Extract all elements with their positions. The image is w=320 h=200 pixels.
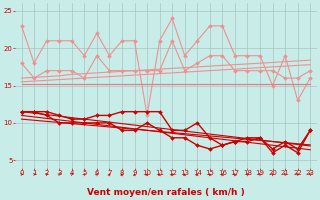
X-axis label: Vent moyen/en rafales ( km/h ): Vent moyen/en rafales ( km/h ) <box>87 188 245 197</box>
